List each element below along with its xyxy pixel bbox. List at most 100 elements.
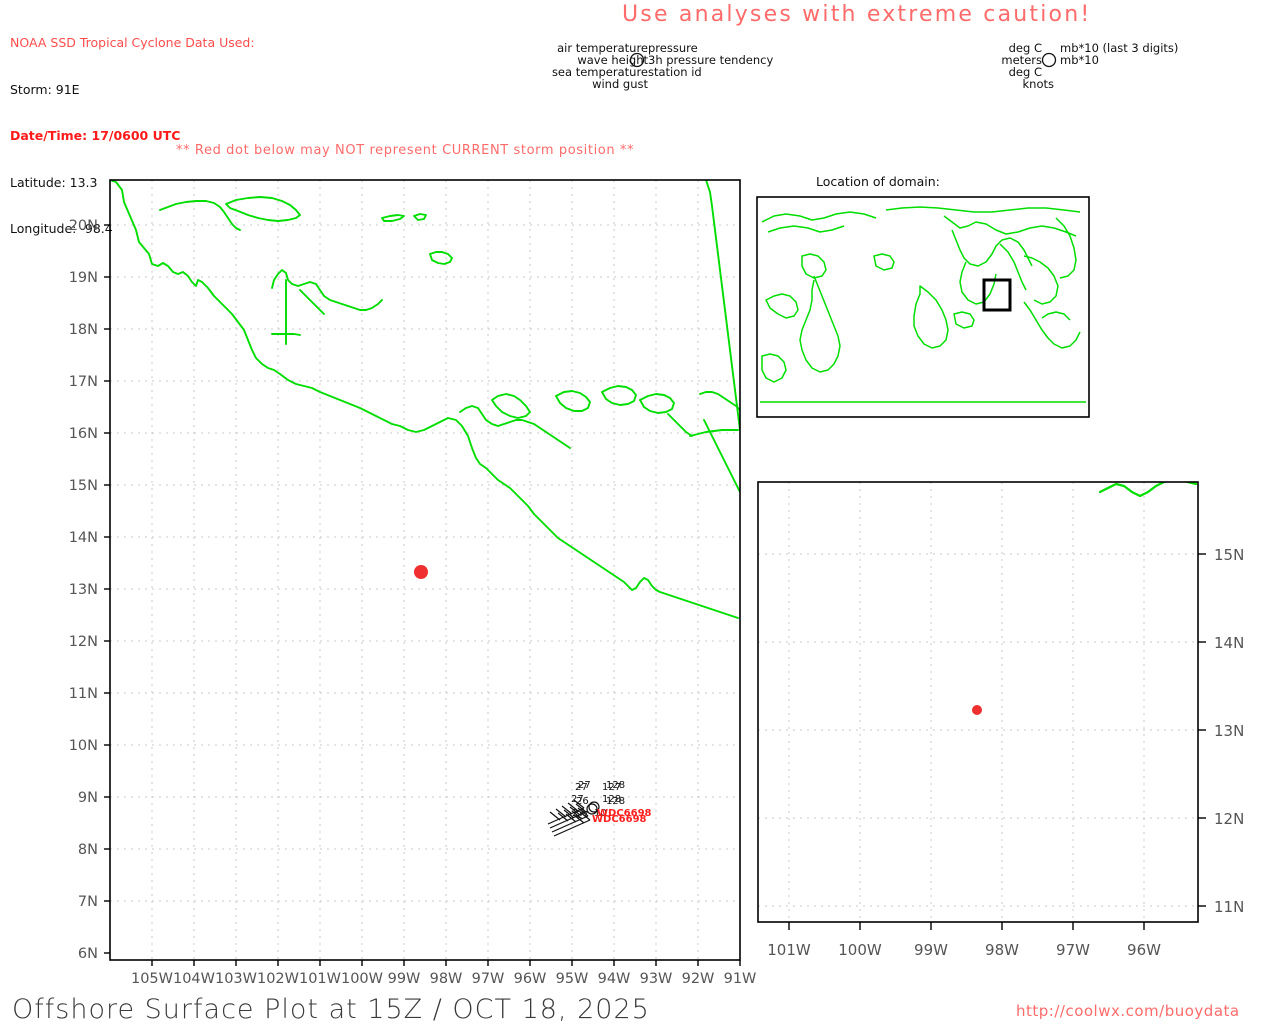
units-station-circle-icon bbox=[1041, 52, 1057, 68]
main-x-tick-label: 91W bbox=[724, 971, 757, 987]
zoom-x-tick-label: 96W bbox=[1127, 941, 1161, 959]
zoom-x-tick-label: 99W bbox=[914, 941, 948, 959]
main-x-tick-label: 102W bbox=[257, 971, 299, 987]
main-map-frame bbox=[109, 179, 741, 961]
main-y-tick-label: 15N bbox=[69, 478, 98, 494]
main-x-tick-label: 97W bbox=[472, 971, 505, 987]
domain-box[interactable] bbox=[982, 278, 1012, 312]
station-model-key: air temperature pressure wave height 3h … bbox=[520, 42, 820, 98]
station-air-temp: 27 bbox=[575, 782, 588, 793]
world-coastlines bbox=[760, 206, 1086, 403]
key-pressure: pressure bbox=[648, 41, 698, 55]
main-x-tick-label: 96W bbox=[514, 971, 547, 987]
station-tendency: 128 bbox=[606, 796, 625, 807]
zoom-x-tick-label: 97W bbox=[1056, 941, 1090, 959]
domain-inset-panel[interactable] bbox=[756, 196, 1090, 418]
station-pressure: 127 bbox=[602, 782, 621, 793]
station-id-label: WDC6698 bbox=[597, 808, 652, 819]
main-y-tick-label: 16N bbox=[69, 426, 98, 442]
main-y-tick-label: 17N bbox=[69, 374, 98, 390]
main-y-tick-label: 9N bbox=[78, 790, 98, 806]
wind-barbs bbox=[547, 799, 591, 837]
zoom-map-coastlines bbox=[1098, 482, 1198, 498]
zoom-y-tick-label: 13N bbox=[1214, 722, 1244, 740]
station-circle-symbol bbox=[586, 803, 598, 815]
main-x-tick-label: 92W bbox=[682, 971, 715, 987]
key-wave-height: wave height bbox=[577, 53, 648, 67]
main-y-tick-label: 13N bbox=[69, 582, 98, 598]
zoom-map-panel[interactable]: 15N 14N 13N 12N 11N 101W 100W 99W 98W 97… bbox=[744, 470, 1280, 990]
units-deg-c-sea: deg C bbox=[1008, 65, 1042, 79]
main-y-tick-label: 11N bbox=[69, 686, 98, 702]
main-y-tick-label: 19N bbox=[69, 270, 98, 286]
main-x-tick-label: 101W bbox=[299, 971, 341, 987]
zoom-map-y-ticks bbox=[1198, 553, 1206, 907]
main-map-panel[interactable]: 27 127 27 128 27 26 128 128 27 27 10 WDC… bbox=[0, 168, 760, 988]
key-wind-gust: wind gust bbox=[592, 77, 648, 91]
key-air-temperature: air temperature bbox=[557, 41, 648, 55]
zoom-map-x-ticks bbox=[788, 922, 1145, 930]
zoom-x-tick-label: 100W bbox=[838, 941, 882, 959]
key-sea-temperature: sea temperature bbox=[551, 65, 648, 79]
main-y-tick-label: 12N bbox=[69, 634, 98, 650]
main-map-coastlines bbox=[110, 180, 740, 619]
main-y-tick-label: 10N bbox=[69, 738, 98, 754]
main-x-tick-label: 93W bbox=[640, 971, 673, 987]
station-sea-temp: 27 bbox=[576, 810, 589, 821]
zoom-x-tick-label: 98W bbox=[985, 941, 1019, 959]
station-circle-symbol bbox=[588, 801, 600, 813]
units-key: deg C mb*10 (last 3 digits) meters mb*10… bbox=[980, 42, 1240, 98]
station-tendency: 128 bbox=[602, 794, 621, 805]
domain-inset-label: Location of domain: bbox=[816, 174, 940, 189]
zoom-storm-position-dot[interactable] bbox=[972, 705, 982, 715]
zoom-map-frame bbox=[757, 481, 1199, 923]
main-y-tick-label: 18N bbox=[69, 322, 98, 338]
station-wave-height: 27 bbox=[571, 794, 584, 805]
main-y-tick-label: 7N bbox=[78, 894, 98, 910]
key-station-id: station id bbox=[648, 65, 702, 79]
main-y-tick-label: 6N bbox=[78, 946, 98, 962]
main-x-tick-label: 98W bbox=[430, 971, 463, 987]
latitude-label: Latitude: 13.3 bbox=[10, 174, 98, 190]
station-sea-temp: 27 bbox=[572, 808, 585, 819]
units-deg-c-air: deg C bbox=[1008, 41, 1042, 55]
plot-title: Offshore Surface Plot at 15Z / OCT 18, 2… bbox=[12, 994, 650, 1025]
main-map-x-ticks bbox=[151, 960, 741, 966]
zoom-y-tick-label: 15N bbox=[1214, 546, 1244, 564]
main-y-tick-label: 20N bbox=[69, 218, 98, 234]
station-wave-height: 26 bbox=[576, 796, 589, 807]
main-x-tick-label: 103W bbox=[215, 971, 257, 987]
main-x-tick-label: 105W bbox=[131, 971, 173, 987]
source-url[interactable]: http://coolwx.com/buoydata bbox=[1016, 1002, 1240, 1020]
storm-label: Storm: 91E bbox=[10, 81, 80, 97]
main-x-tick-label: 104W bbox=[173, 971, 215, 987]
main-map-y-ticks bbox=[104, 224, 110, 954]
datetime-label: Date/Time: 17/0600 UTC bbox=[10, 128, 181, 143]
units-mb10-last3: mb*10 (last 3 digits) bbox=[1060, 41, 1179, 55]
units-meters: meters bbox=[1001, 53, 1042, 67]
storm-position-dot[interactable] bbox=[414, 565, 428, 579]
zoom-y-tick-label: 12N bbox=[1214, 810, 1244, 828]
zoom-y-tick-label: 11N bbox=[1214, 898, 1244, 916]
station-pressure: 128 bbox=[606, 780, 625, 791]
station-id-label: WDC6698 bbox=[592, 814, 647, 825]
main-x-tick-label: 94W bbox=[598, 971, 631, 987]
main-x-tick-label: 99W bbox=[388, 971, 421, 987]
station-air-temp: 27 bbox=[578, 780, 591, 791]
noaa-source-line: NOAA SSD Tropical Cyclone Data Used: bbox=[10, 35, 255, 50]
station-plot-cluster[interactable]: 27 127 27 128 27 26 128 128 27 27 10 WDC… bbox=[547, 780, 652, 837]
caution-banner: Use analyses with extreme caution! bbox=[622, 2, 1092, 27]
main-y-tick-label: 14N bbox=[69, 530, 98, 546]
main-y-tick-label: 8N bbox=[78, 842, 98, 858]
key-pressure-tendency: 3h pressure tendency bbox=[648, 53, 774, 67]
main-x-tick-label: 100W bbox=[341, 971, 383, 987]
zoom-y-tick-label: 14N bbox=[1214, 634, 1244, 652]
zoom-x-tick-label: 101W bbox=[767, 941, 811, 959]
domain-inset-frame bbox=[756, 196, 1090, 418]
header-block: NOAA SSD Tropical Cyclone Data Used: Sto… bbox=[10, 4, 255, 252]
main-x-tick-label: 95W bbox=[556, 971, 589, 987]
station-gust: 10 bbox=[594, 808, 607, 819]
storm-position-warning: ** Red dot below may NOT represent CURRE… bbox=[176, 143, 635, 158]
units-mb10: mb*10 bbox=[1060, 53, 1099, 67]
zoom-map-gridlines bbox=[758, 482, 1198, 922]
